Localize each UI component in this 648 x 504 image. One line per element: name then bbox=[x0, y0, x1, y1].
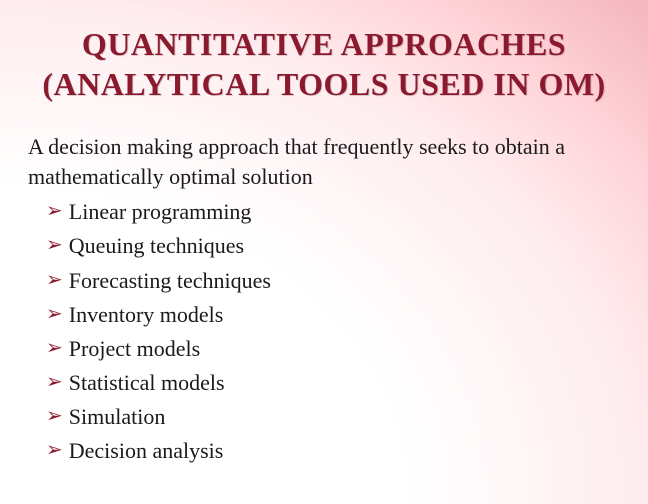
bullet-list: ➢ Linear programming ➢ Queuing technique… bbox=[28, 191, 620, 468]
list-item-text: Queuing techniques bbox=[69, 229, 244, 263]
title-line-1: QUANTITATIVE APPROACHES bbox=[2, 24, 646, 64]
list-item: ➢ Linear programming bbox=[46, 195, 620, 229]
list-item-text: Forecasting techniques bbox=[69, 264, 271, 298]
body-content: A decision making approach that frequent… bbox=[0, 104, 648, 468]
bullet-icon: ➢ bbox=[46, 229, 63, 261]
list-item-text: Project models bbox=[69, 332, 200, 366]
list-item-text: Decision analysis bbox=[69, 434, 224, 468]
list-item: ➢ Simulation bbox=[46, 400, 620, 434]
bullet-icon: ➢ bbox=[46, 434, 63, 466]
bullet-icon: ➢ bbox=[46, 264, 63, 296]
list-item-text: Inventory models bbox=[69, 298, 224, 332]
list-item-text: Statistical models bbox=[69, 366, 225, 400]
title-line-2: (ANALYTICAL TOOLS USED IN OM) bbox=[2, 64, 646, 104]
bullet-icon: ➢ bbox=[46, 400, 63, 432]
list-item-text: Linear programming bbox=[69, 195, 252, 229]
list-item: ➢ Project models bbox=[46, 332, 620, 366]
list-item: ➢ Forecasting techniques bbox=[46, 264, 620, 298]
bullet-icon: ➢ bbox=[46, 298, 63, 330]
intro-paragraph: A decision making approach that frequent… bbox=[28, 132, 620, 191]
list-item: ➢ Statistical models bbox=[46, 366, 620, 400]
bullet-icon: ➢ bbox=[46, 195, 63, 227]
list-item: ➢ Inventory models bbox=[46, 298, 620, 332]
bullet-icon: ➢ bbox=[46, 366, 63, 398]
list-item-text: Simulation bbox=[69, 400, 166, 434]
bullet-icon: ➢ bbox=[46, 332, 63, 364]
list-item: ➢ Queuing techniques bbox=[46, 229, 620, 263]
slide-title: QUANTITATIVE APPROACHES (ANALYTICAL TOOL… bbox=[0, 0, 648, 104]
list-item: ➢ Decision analysis bbox=[46, 434, 620, 468]
